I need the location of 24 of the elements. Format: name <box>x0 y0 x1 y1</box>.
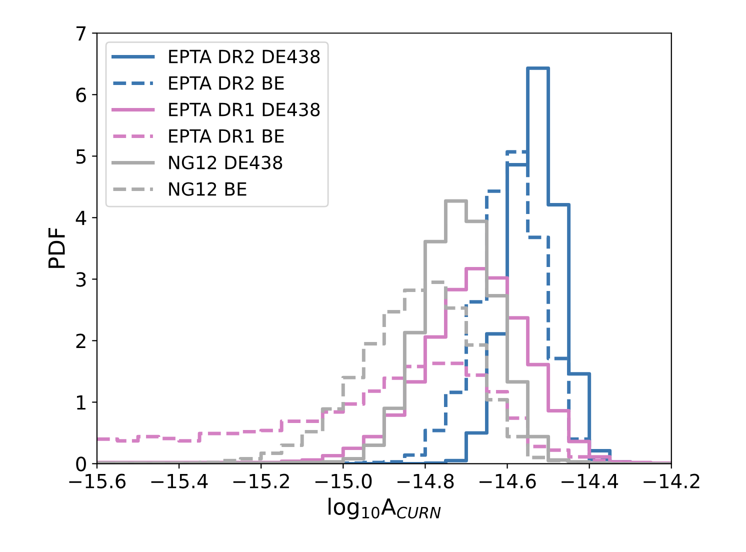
x-axis-title: log$_{10}$A$_{CURN}$ <box>328 498 441 520</box>
legend-label: EPTA DR1 BE <box>169 129 284 143</box>
y-tick-label: 5 <box>76 149 86 164</box>
y-tick-label: 6 <box>76 88 86 102</box>
y-tick-label: 3 <box>76 272 86 287</box>
legend-label: EPTA DR2 DE438 <box>169 50 320 64</box>
y-tick-label: 1 <box>77 395 86 410</box>
x-tick-label: −14.4 <box>562 474 618 488</box>
y-tick-label: 4 <box>76 210 86 226</box>
legend-label: NG12 DE438 <box>169 156 282 170</box>
y-tick-label: 0 <box>76 456 86 472</box>
x-tick-label: −15.4 <box>151 474 208 488</box>
x-tick-label: −15.6 <box>69 474 126 488</box>
y-tick-label: 7 <box>76 26 86 41</box>
y-axis-title: PDF <box>48 228 65 268</box>
legend-label: EPTA DR2 BE <box>169 76 284 90</box>
x-tick-label: −14.8 <box>397 474 454 488</box>
x-tick-label: −15.2 <box>233 474 289 488</box>
x-tick-label: −14.6 <box>480 474 536 488</box>
legend-label: NG12 BE <box>169 182 246 196</box>
y-tick-label: 2 <box>76 334 86 348</box>
x-tick-label: −15.0 <box>315 474 372 488</box>
legend-label: EPTA DR1 DE438 <box>169 102 320 116</box>
x-tick-label: −14.2 <box>644 474 700 488</box>
